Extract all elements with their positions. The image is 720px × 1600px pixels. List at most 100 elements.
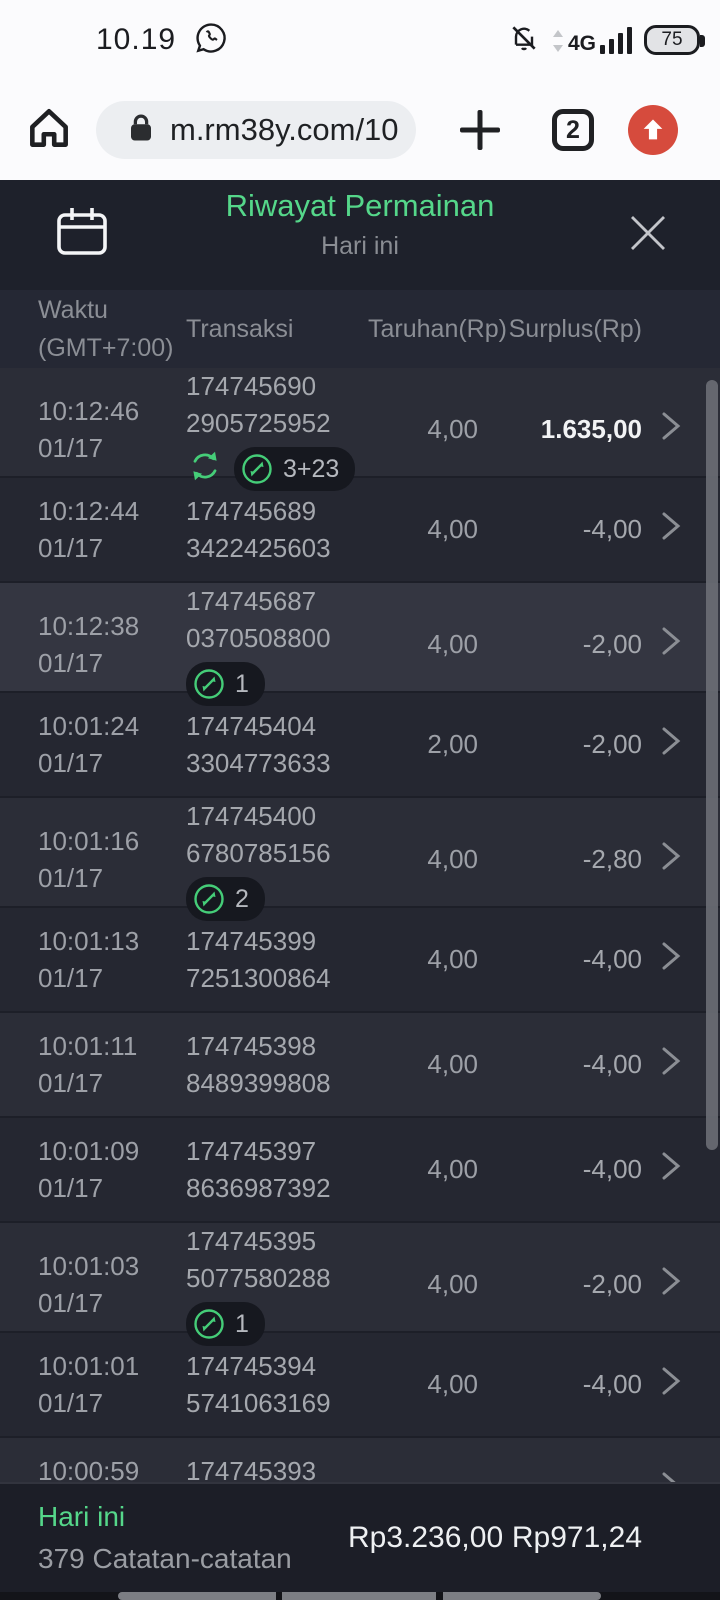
scrollbar[interactable]: [706, 380, 718, 1150]
bet-amount: 4,00: [427, 1269, 478, 1299]
chevron-right-icon: [662, 412, 681, 440]
bonus-badge: 1: [186, 662, 265, 706]
table-row[interactable]: 10:01:09 01/17 174745397 8636987392 4,00…: [0, 1118, 720, 1223]
round-id: 8489399808: [186, 1067, 331, 1098]
table-row[interactable]: 10:01:01 01/17 174745394 5741063169 4,00…: [0, 1333, 720, 1438]
transaction-id: 174745400: [186, 801, 317, 831]
bet-amount: 4,00: [427, 1049, 478, 1079]
browser-toolbar: m.rm38y.com/10 2: [0, 80, 720, 180]
badges: 1: [186, 1302, 368, 1346]
new-tab-button[interactable]: [456, 106, 504, 154]
row-time: 10:12:46: [38, 395, 140, 426]
surplus-amount: 1.635,00: [540, 414, 642, 444]
bonus-icon: [194, 669, 224, 699]
bet-amount: 4,00: [427, 414, 478, 444]
bet-amount: 4,00: [427, 944, 478, 974]
col-timezone-label: (GMT+7:00): [38, 334, 174, 362]
summary-footer: Hari ini 379 Catatan-catatan Rp3.236,00 …: [0, 1482, 720, 1592]
transaction-id: 174745395: [186, 1226, 317, 1256]
modal-header: Riwayat Permainan Hari ini: [0, 180, 720, 290]
bonus-count: 1: [235, 669, 249, 698]
total-bet: Rp3.236,00: [348, 1521, 504, 1554]
close-button[interactable]: [624, 209, 672, 262]
chevron-right-icon: [662, 842, 681, 870]
clock: 10.19: [96, 23, 177, 56]
address-bar[interactable]: m.rm38y.com/10: [96, 101, 416, 159]
surplus-amount: -2,00: [582, 1269, 642, 1299]
lock-icon: [128, 113, 154, 148]
table-row[interactable]: 10:01:24 01/17 174745404 3304773633 2,00…: [0, 693, 720, 798]
bonus-badge: 2: [186, 877, 265, 921]
transaction-id: 174745404: [186, 710, 317, 741]
record-count: 379 Catatan-catatan: [38, 1543, 292, 1574]
round-id: 8636987392: [186, 1172, 331, 1203]
bottom-scrollbar[interactable]: [0, 1592, 720, 1600]
bonus-icon: [194, 1309, 224, 1339]
row-time: 10:01:09: [38, 1135, 140, 1166]
battery-indicator: 75: [644, 25, 705, 55]
surplus-amount: -4,00: [582, 1049, 642, 1079]
row-time: 10:01:01: [38, 1350, 140, 1381]
table-row[interactable]: 10:00:59 174745393: [0, 1438, 720, 1482]
tab-switcher-button[interactable]: 2: [552, 109, 594, 151]
row-date: 01/17: [38, 432, 104, 463]
url-text: m.rm38y.com/10: [170, 112, 399, 147]
calendar-button[interactable]: [52, 202, 112, 269]
bonus-count: 1: [235, 1309, 249, 1338]
table-row[interactable]: 10:01:03 01/17 174745395 5077580288 1: [0, 1223, 720, 1346]
round-id: 6780785156: [186, 838, 331, 868]
table-row[interactable]: 10:01:13 01/17 174745399 7251300864 4,00…: [0, 908, 720, 1013]
round-id: 5741063169: [186, 1387, 331, 1418]
bonus-badge: 3+23: [234, 447, 356, 491]
chevron-right-icon: [662, 1047, 681, 1075]
chevron-right-icon: [662, 1367, 681, 1395]
table-row[interactable]: 10:12:46 01/17 174745690 2905725952: [0, 368, 720, 491]
row-date: 01/17: [38, 1287, 104, 1318]
bonus-badge: 1: [186, 1302, 265, 1346]
home-button[interactable]: [24, 103, 74, 158]
respin-icon: [186, 447, 224, 492]
col-time-label: Waktu: [38, 296, 108, 324]
history-list: 10:12:46 01/17 174745690 2905725952: [0, 368, 720, 1482]
table-row[interactable]: 10:01:11 01/17 174745398 8489399808 4,00…: [0, 1013, 720, 1118]
bet-amount: 4,00: [427, 1369, 478, 1399]
transaction-id: 174745393: [186, 1455, 317, 1483]
signal-strength-icon: [600, 26, 632, 54]
row-time: 10:01:16: [38, 825, 140, 856]
col-bet-label: Taruhan(Rp): [368, 314, 507, 343]
tab-count: 2: [566, 115, 580, 144]
table-row[interactable]: 10:12:38 01/17 174745687 0370508800 1: [0, 583, 720, 706]
transaction-id: 174745689: [186, 495, 317, 526]
row-date: 01/17: [38, 962, 104, 993]
row-date: 01/17: [38, 1067, 104, 1098]
surplus-amount: -2,80: [582, 844, 642, 874]
bet-amount: 4,00: [427, 844, 478, 874]
transaction-id: 174745399: [186, 925, 317, 956]
surplus-amount: -2,00: [582, 729, 642, 759]
arrow-up-icon: [643, 119, 663, 140]
browser-update-button[interactable]: [628, 105, 678, 155]
bonus-icon: [242, 454, 272, 484]
row-date: 01/17: [38, 747, 104, 778]
row-time: 10:01:24: [38, 710, 140, 741]
table-row[interactable]: 10:01:16 01/17 174745400 6780785156 2: [0, 798, 720, 921]
round-id: 2905725952: [186, 408, 331, 438]
row-date: 01/17: [38, 532, 104, 563]
table-header: Waktu (GMT+7:00) Transaksi Taruhan(Rp) S…: [0, 290, 720, 368]
surplus-amount: -4,00: [582, 1154, 642, 1184]
round-id: 7251300864: [186, 962, 331, 993]
chevron-right-icon: [662, 512, 681, 540]
round-id: 5077580288: [186, 1263, 331, 1293]
bet-amount: [368, 1471, 478, 1482]
game-history-modal: Riwayat Permainan Hari ini Waktu (GMT+7:…: [0, 180, 720, 1600]
status-bar: 10.19 4G: [0, 0, 720, 80]
chevron-right-icon: [662, 1472, 676, 1482]
row-date: 01/17: [38, 1172, 104, 1203]
table-row[interactable]: 10:12:44 01/17 174745689 3422425603 4,00…: [0, 478, 720, 583]
chevron-right-icon: [662, 1152, 681, 1180]
surplus-amount: -4,00: [582, 1369, 642, 1399]
row-date: 01/17: [38, 862, 104, 893]
total-surplus: Rp971,24: [511, 1521, 642, 1554]
transaction-id: 174745687: [186, 586, 317, 616]
